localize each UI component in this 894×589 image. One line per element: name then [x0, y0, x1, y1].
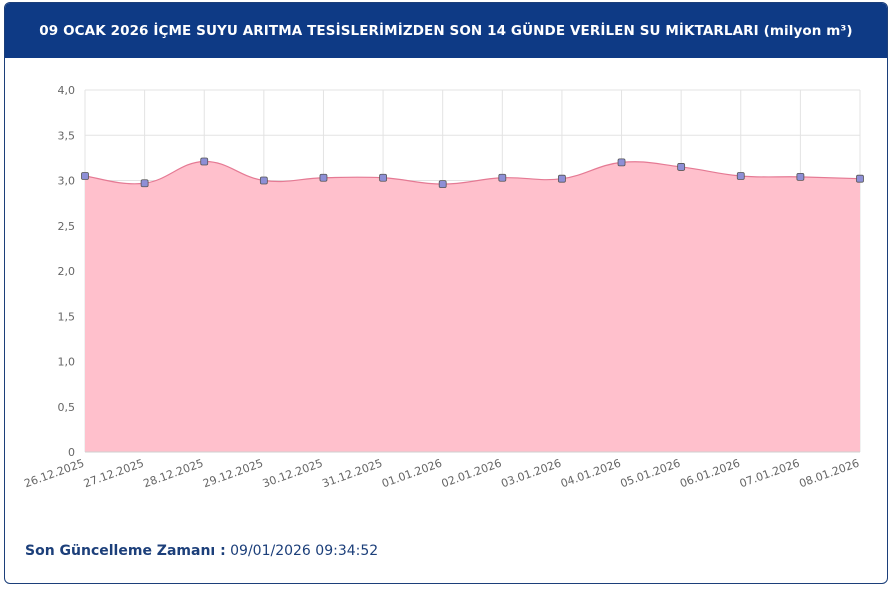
x-tick-label: 03.01.2026 [499, 457, 563, 491]
data-point [498, 173, 507, 182]
data-point [796, 172, 805, 181]
data-point [140, 179, 149, 188]
chart-title: 09 OCAK 2026 İÇME SUYU ARITMA TESİSLERİM… [39, 22, 853, 39]
last-update-value: 09/01/2026 09:34:52 [230, 543, 379, 559]
x-tick-label: 02.01.2026 [440, 457, 504, 491]
x-tick-label: 06.01.2026 [678, 457, 742, 491]
x-tick-label: 01.01.2026 [380, 457, 444, 491]
x-tick-label: 07.01.2026 [738, 457, 802, 491]
x-tick-label: 31.12.2025 [320, 457, 384, 491]
data-point [677, 163, 686, 171]
y-tick-label: 0,5 [58, 401, 76, 414]
y-tick-label: 3,0 [58, 175, 76, 188]
data-point [259, 176, 268, 185]
data-point [558, 174, 566, 183]
y-tick-label: 1,5 [58, 310, 76, 323]
y-tick-label: 4,0 [58, 84, 76, 97]
x-tick-label: 27.12.2025 [82, 457, 146, 491]
last-update-label: Son Güncelleme Zamanı : [25, 543, 226, 559]
y-tick-label: 3,5 [58, 129, 76, 142]
data-point [736, 172, 745, 180]
data-point [856, 174, 864, 183]
chart-area: 0 0,5 1,0 1,5 2,0 2,5 3,0 3,5 4,0 26.12.2025 27.12… [5, 59, 887, 519]
x-tick-label: 29.12.2025 [201, 457, 265, 491]
x-tick-label: 26.12.2025 [22, 457, 86, 491]
y-tick-label: 2,5 [58, 220, 76, 233]
chart-header: 09 OCAK 2026 İÇME SUYU ARITMA TESİSLERİM… [5, 3, 887, 58]
last-update: Son Güncelleme Zamanı : 09/01/2026 09:34… [25, 543, 378, 559]
data-point [81, 172, 89, 180]
x-tick-label: 28.12.2025 [142, 457, 206, 491]
x-tick-label: 04.01.2026 [559, 457, 623, 491]
data-point [200, 157, 209, 166]
x-tick-label: 08.01.2026 [797, 457, 861, 491]
y-tick-label: 0 [68, 446, 75, 459]
y-tick-label: 1,0 [58, 356, 76, 369]
data-point [379, 173, 387, 182]
x-tick-label: 05.01.2026 [619, 457, 683, 491]
water-supply-area-chart: 0 0,5 1,0 1,5 2,0 2,5 3,0 3,5 4,0 26.12.202527.12… [22, 84, 864, 491]
data-point [438, 180, 447, 189]
data-point [319, 173, 328, 182]
y-tick-label: 2,0 [58, 265, 76, 278]
x-tick-label: 30.12.2025 [261, 457, 325, 491]
area-fill [85, 161, 860, 452]
chart-card: 09 OCAK 2026 İÇME SUYU ARITMA TESİSLERİM… [4, 2, 888, 584]
data-point [617, 158, 626, 167]
